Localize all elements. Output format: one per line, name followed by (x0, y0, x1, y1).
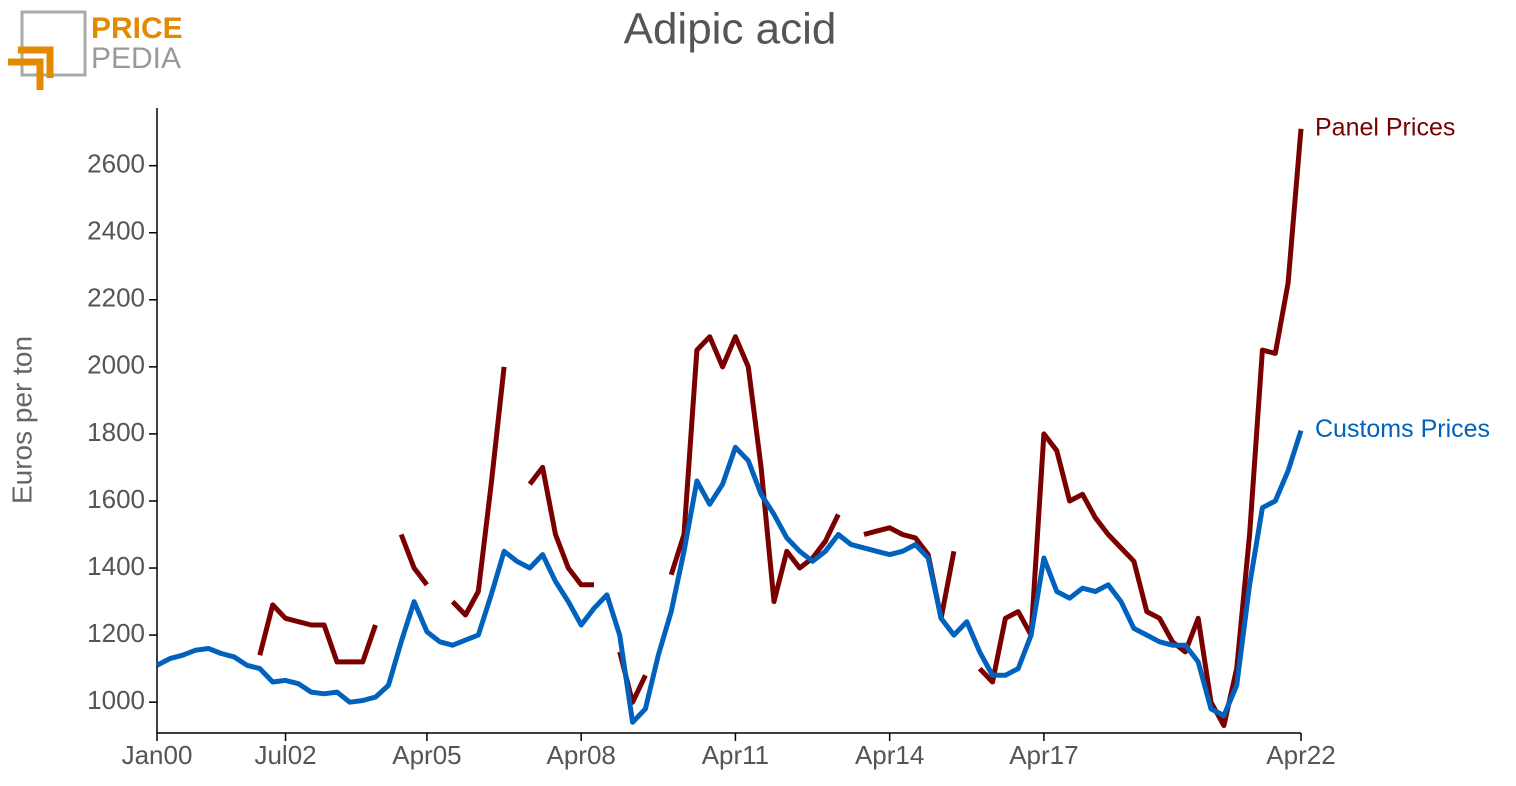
chart-title: Adipic acid (624, 5, 837, 54)
series-label: Panel Prices (1315, 113, 1455, 141)
x-tick-label: Apr08 (546, 740, 615, 770)
logo-frame (20, 10, 87, 77)
x-tick-label: Apr17 (1009, 740, 1078, 770)
y-tick-label: 1200 (87, 618, 145, 648)
y-tick-label: 1800 (87, 417, 145, 447)
y-tick-label: 1600 (87, 484, 145, 514)
series-line (527, 464, 594, 588)
y-tick-label: 1400 (87, 551, 145, 581)
series-label: Customs Prices (1315, 415, 1490, 443)
logo-text: PRICE (91, 12, 183, 45)
logo: PRICE PEDIA (8, 10, 183, 90)
y-tick-label: 2400 (87, 216, 145, 246)
x-tick-label: Apr05 (392, 740, 461, 770)
y-axis-label: Euros per ton (6, 336, 37, 504)
logo-mark (18, 46, 54, 78)
x-tick-label: Apr11 (702, 740, 769, 770)
x-tick-label: Jan00 (122, 740, 193, 770)
y-tick-label: 2000 (87, 350, 145, 380)
series-line (155, 429, 1304, 725)
y-tick-label: 2600 (87, 149, 145, 179)
x-tick-label: Apr22 (1266, 740, 1335, 770)
x-tick-label: Apr14 (855, 740, 924, 770)
series-line (977, 128, 1304, 729)
logo-mark (8, 58, 44, 90)
series-line (450, 366, 507, 618)
y-tick-label: 1000 (87, 685, 145, 715)
series-line (257, 602, 378, 665)
y-tick-label: 2200 (87, 283, 145, 313)
x-tick-label: Jul02 (254, 740, 316, 770)
logo-text: PEDIA (91, 42, 181, 75)
series-line (398, 533, 429, 587)
